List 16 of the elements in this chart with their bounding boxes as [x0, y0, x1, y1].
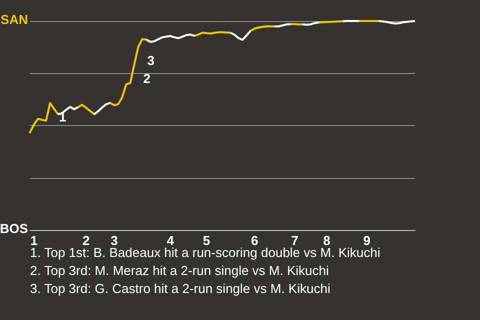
text: BOS [0, 221, 28, 236]
x-tick-label: 8 [323, 233, 330, 248]
text: SAN [0, 12, 28, 27]
text: 1. Top 1st: B. Badeaux hit a run-scoring double vs M. Kikuchi [30, 245, 380, 260]
x-tick-label: 1 [30, 233, 38, 248]
x-tick-label: 5 [202, 233, 210, 248]
x-tick-label: 2 [82, 233, 90, 248]
text: 3. Top 3rd: G. Castro hit a 2-run single vs M. Kikuchi [30, 281, 330, 296]
x-tick-label: 6 [250, 233, 258, 248]
x-tick-label: 7 [291, 233, 298, 248]
x-tick-label: 3 [110, 233, 118, 248]
annotation: 3 [147, 53, 155, 68]
text: 2. Top 3rd: M. Meraz hit a 2-run single vs M. Kikuchi [30, 263, 329, 278]
x-tick-label: 4 [166, 233, 175, 248]
x-tick-label: 9 [363, 233, 370, 248]
annotation: 2 [143, 70, 151, 86]
